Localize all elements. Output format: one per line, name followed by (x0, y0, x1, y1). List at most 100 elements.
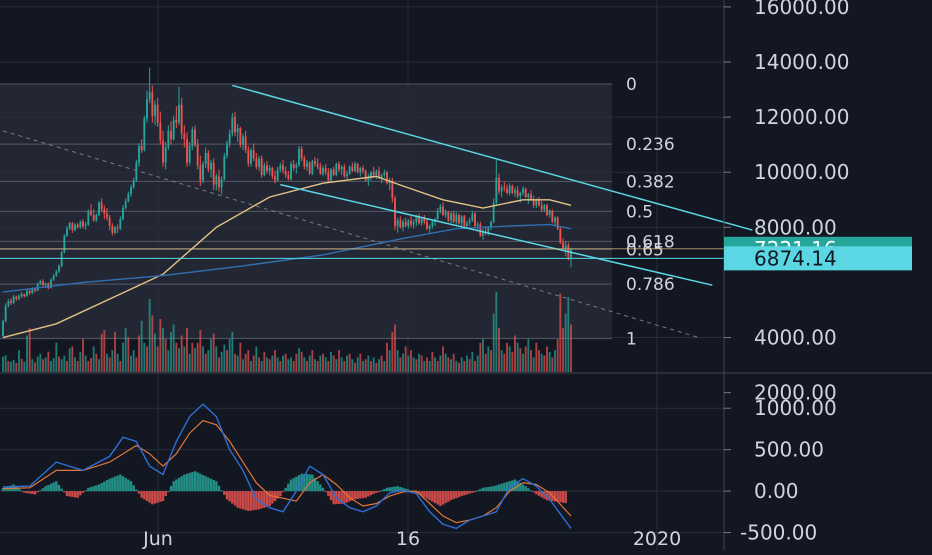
volume-bar (220, 351, 223, 372)
macd-histogram-bar (236, 491, 239, 508)
volume-bar (306, 361, 308, 372)
volume-bar (228, 339, 231, 372)
volume-bar (295, 353, 298, 372)
candle-body (298, 148, 300, 166)
macd-histogram-bar (145, 491, 149, 502)
volume-bar (244, 353, 247, 372)
macd-histogram-bar (140, 491, 143, 498)
macd-histogram-bar (436, 491, 439, 505)
macd-histogram-bar (524, 486, 527, 492)
macd-axis[interactable]: 1000.00 500.00 0.00 -500.00 (724, 396, 837, 545)
macd-histogram-bar (249, 491, 253, 511)
volume-bar (74, 357, 76, 372)
volume-bar (23, 361, 26, 372)
macd-histogram-bar (369, 491, 373, 496)
candle-body (407, 220, 410, 226)
candle-body (471, 213, 474, 221)
candle-body (418, 216, 420, 224)
price-axis-label: 2000.00 (754, 381, 837, 405)
volume-bar (284, 353, 287, 372)
macd-histogram-bar (95, 485, 98, 492)
macd-histogram-bar (108, 478, 111, 492)
volume-bar (407, 355, 410, 372)
macd-histogram-bar (225, 491, 229, 500)
candle-body (535, 199, 538, 206)
macd-histogram-bar (361, 491, 365, 499)
macd-histogram-bar (244, 491, 247, 511)
candle-body (116, 227, 119, 229)
macd-histogram-bar (561, 491, 565, 503)
macd-histogram-bar (148, 491, 151, 503)
macd-histogram-bar (241, 491, 245, 510)
macd-histogram-bar (428, 491, 431, 501)
candle-body (159, 122, 162, 141)
volume-bar (490, 350, 492, 372)
candle-body (311, 161, 314, 174)
macd-histogram-bar (380, 490, 383, 492)
macd-histogram-bar (84, 490, 87, 492)
candle-body (428, 225, 431, 229)
volume-bar (378, 359, 380, 372)
time-axis-label: 16 (396, 528, 420, 550)
price-axis[interactable]: 16000.00 14000.00 12000.00 10000.00 8000.00 4… (724, 0, 849, 405)
macd-histogram-bar (247, 491, 250, 512)
candle-body (282, 165, 284, 171)
candle-body (42, 281, 44, 286)
candle-body (12, 296, 15, 304)
candle-body (287, 174, 290, 180)
volume-bar (322, 353, 324, 372)
candle-body (167, 130, 170, 148)
macd-histogram-bar (415, 491, 418, 494)
volume-bar (247, 350, 250, 372)
macd-histogram-bar (495, 485, 498, 492)
volume-bar (196, 342, 199, 372)
volume-bar (42, 359, 44, 372)
macd-histogram-bar (217, 485, 221, 492)
volume-bar (138, 335, 140, 372)
candle-body (367, 176, 370, 181)
volume-bar (4, 355, 7, 372)
volume-bar (311, 350, 314, 372)
candle-body (548, 210, 551, 215)
macd-histogram-bar (25, 491, 29, 494)
macd-histogram-bar (545, 491, 549, 501)
candle-body (143, 118, 146, 151)
macd-histogram-bar (457, 491, 461, 498)
volume-bar (338, 350, 340, 372)
time-axis[interactable]: Jun 16 2020 (142, 528, 681, 550)
volume-bar (556, 339, 559, 372)
volume-bar (380, 355, 383, 372)
macd-histogram-bar (151, 491, 154, 505)
macd-histogram-bar (463, 491, 466, 496)
macd-histogram-bar (279, 491, 282, 497)
macd-histogram-bar (119, 474, 122, 492)
candle-body (34, 289, 36, 291)
candle-body (207, 152, 210, 170)
candle-body (2, 321, 4, 337)
macd-histogram-bar (377, 491, 381, 493)
macd-histogram-bar (423, 491, 426, 498)
macd-histogram-bar (425, 491, 429, 499)
candle-body (340, 166, 343, 170)
candle-body (186, 139, 188, 163)
macd-histogram-bar (252, 491, 255, 511)
candle-body (394, 198, 396, 226)
candle-body (460, 216, 463, 224)
volume-bar (210, 339, 212, 372)
fib-level-label: 0.618 (626, 232, 675, 252)
volume-bar (527, 339, 530, 372)
macd-histogram-bar (201, 474, 205, 492)
candle-body (156, 104, 159, 123)
macd-histogram-bar (311, 474, 314, 492)
volume-bar (202, 346, 204, 372)
macd-histogram-bar (497, 484, 501, 492)
macd-histogram-bar (537, 491, 541, 496)
candle-body (452, 213, 455, 222)
ma-slow-line (2, 175, 572, 339)
volume-bar (535, 342, 538, 372)
horizontal-price-lines (0, 248, 724, 259)
macd-histogram-bar (356, 491, 359, 499)
volume-bar (452, 353, 455, 372)
